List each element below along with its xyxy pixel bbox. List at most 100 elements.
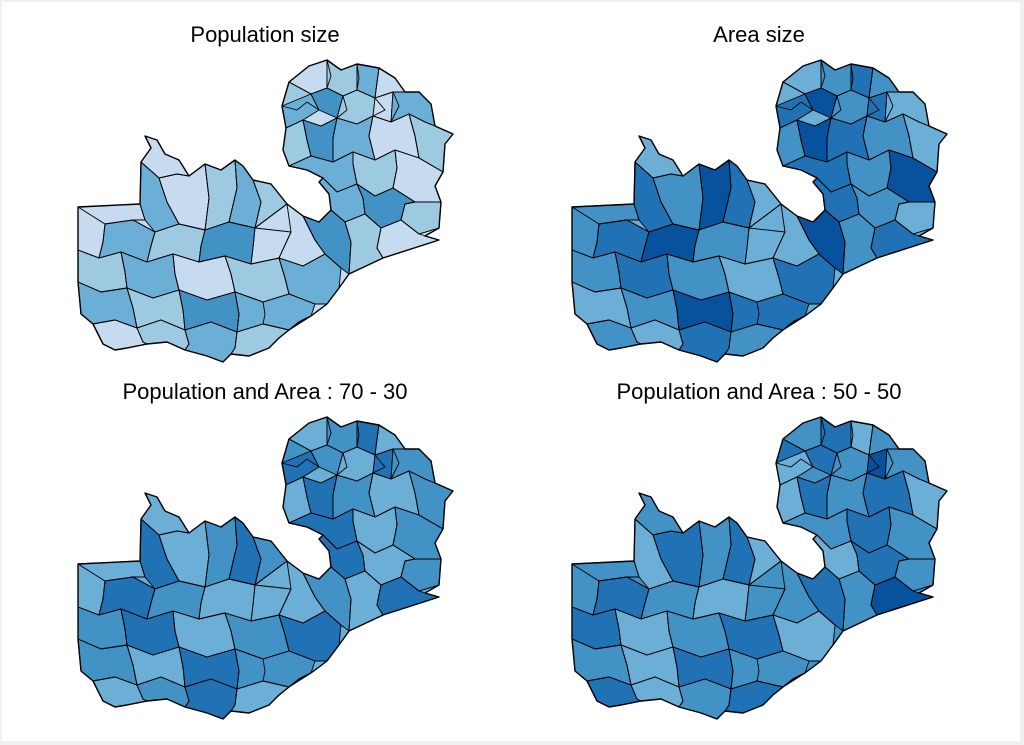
district-boundary bbox=[376, 584, 384, 616]
district-boundary bbox=[830, 95, 842, 119]
district-boundary bbox=[285, 470, 436, 486]
district-boundary bbox=[374, 67, 380, 99]
district-boundary bbox=[332, 117, 338, 162]
district-boundary bbox=[158, 534, 180, 582]
district-boundary bbox=[98, 580, 106, 616]
district-boundary bbox=[146, 231, 156, 263]
district-boundary bbox=[627, 560, 640, 578]
district-boundary bbox=[718, 612, 730, 650]
district-boundary bbox=[332, 474, 338, 519]
district-boundary bbox=[746, 536, 756, 586]
district-boundary bbox=[592, 223, 600, 259]
district-boundary bbox=[772, 257, 784, 295]
district-boundary bbox=[224, 612, 236, 650]
district-boundary bbox=[126, 287, 138, 329]
district-boundary bbox=[846, 509, 852, 542]
district-boundary bbox=[390, 91, 400, 123]
district-boundary bbox=[627, 203, 640, 221]
district-boundary bbox=[722, 159, 732, 223]
district-boundary bbox=[140, 161, 190, 179]
district-boundary bbox=[230, 331, 238, 355]
district-boundary bbox=[571, 606, 836, 626]
district-boundary bbox=[830, 452, 842, 476]
district-boundary bbox=[133, 560, 146, 578]
district-boundary bbox=[172, 253, 180, 291]
district-boundary bbox=[698, 163, 704, 231]
district-boundary bbox=[850, 183, 860, 215]
district-boundary bbox=[640, 231, 650, 263]
district-boundary bbox=[782, 149, 938, 173]
district-boundary bbox=[672, 289, 680, 331]
district-boundary bbox=[230, 688, 238, 712]
district-boundary bbox=[640, 588, 650, 620]
district-boundary bbox=[288, 438, 405, 456]
district-boundary bbox=[302, 215, 326, 255]
district-boundary bbox=[870, 584, 878, 616]
district-boundary bbox=[846, 152, 852, 185]
district-boundary bbox=[866, 454, 880, 474]
district-boundary bbox=[98, 223, 106, 259]
district-boundary bbox=[796, 215, 820, 255]
district-boundary bbox=[620, 644, 632, 686]
district-boundary bbox=[198, 586, 206, 620]
district-boundary bbox=[133, 203, 146, 221]
district-boundary bbox=[722, 516, 732, 580]
district-boundary bbox=[372, 454, 386, 474]
district-boundary bbox=[902, 113, 914, 159]
district-boundary bbox=[850, 540, 860, 572]
district-boundary bbox=[775, 101, 814, 111]
country-outline bbox=[77, 59, 454, 363]
district-boundary bbox=[356, 63, 360, 91]
district-boundary bbox=[614, 251, 622, 289]
district-boundary bbox=[352, 152, 358, 185]
district-boundary bbox=[820, 416, 826, 446]
district-boundary bbox=[120, 251, 128, 289]
map-pop-area-70-30 bbox=[77, 416, 454, 720]
district-boundary bbox=[302, 476, 312, 514]
district-boundary bbox=[571, 638, 810, 662]
district-boundary bbox=[352, 509, 358, 542]
district-boundary bbox=[356, 420, 360, 448]
district-boundary bbox=[756, 301, 760, 325]
district-boundary bbox=[652, 177, 674, 225]
district-boundary bbox=[250, 227, 256, 265]
panel-title-pop-area-50-50: Population and Area : 50 - 50 bbox=[616, 379, 902, 404]
district-boundary bbox=[884, 448, 894, 480]
district-boundary bbox=[336, 452, 348, 476]
district-boundary bbox=[392, 149, 398, 189]
panel-title-population: Population size bbox=[190, 22, 340, 47]
district-boundary bbox=[728, 648, 734, 690]
district-boundary bbox=[592, 580, 600, 616]
district-boundary bbox=[344, 221, 352, 275]
district-boundary bbox=[281, 458, 320, 468]
district-boundary bbox=[392, 506, 398, 546]
district-boundary bbox=[884, 91, 894, 123]
district-boundary bbox=[344, 578, 352, 632]
district-boundary bbox=[718, 255, 730, 293]
district-boundary bbox=[870, 227, 878, 259]
district-boundary bbox=[820, 59, 826, 89]
district-boundary bbox=[652, 534, 674, 582]
country-outline bbox=[571, 416, 948, 720]
district-boundary bbox=[782, 81, 899, 99]
district-boundary bbox=[368, 115, 376, 161]
district-boundary bbox=[204, 163, 210, 231]
district-boundary bbox=[894, 558, 910, 578]
district-boundary bbox=[779, 470, 930, 486]
district-boundary bbox=[228, 516, 238, 580]
district-boundary bbox=[782, 438, 899, 456]
district-boundary bbox=[120, 608, 128, 646]
district-boundary bbox=[77, 638, 316, 662]
district-boundary bbox=[850, 420, 854, 448]
district-boundary bbox=[772, 203, 786, 259]
district-boundary bbox=[698, 520, 704, 588]
district-boundary bbox=[571, 249, 836, 269]
district-boundary bbox=[826, 117, 832, 162]
district-boundary bbox=[630, 684, 642, 702]
map-area bbox=[571, 59, 948, 363]
district-boundary bbox=[692, 229, 700, 263]
district-boundary bbox=[136, 327, 148, 345]
district-boundary bbox=[678, 686, 684, 708]
district-boundary bbox=[400, 558, 416, 578]
